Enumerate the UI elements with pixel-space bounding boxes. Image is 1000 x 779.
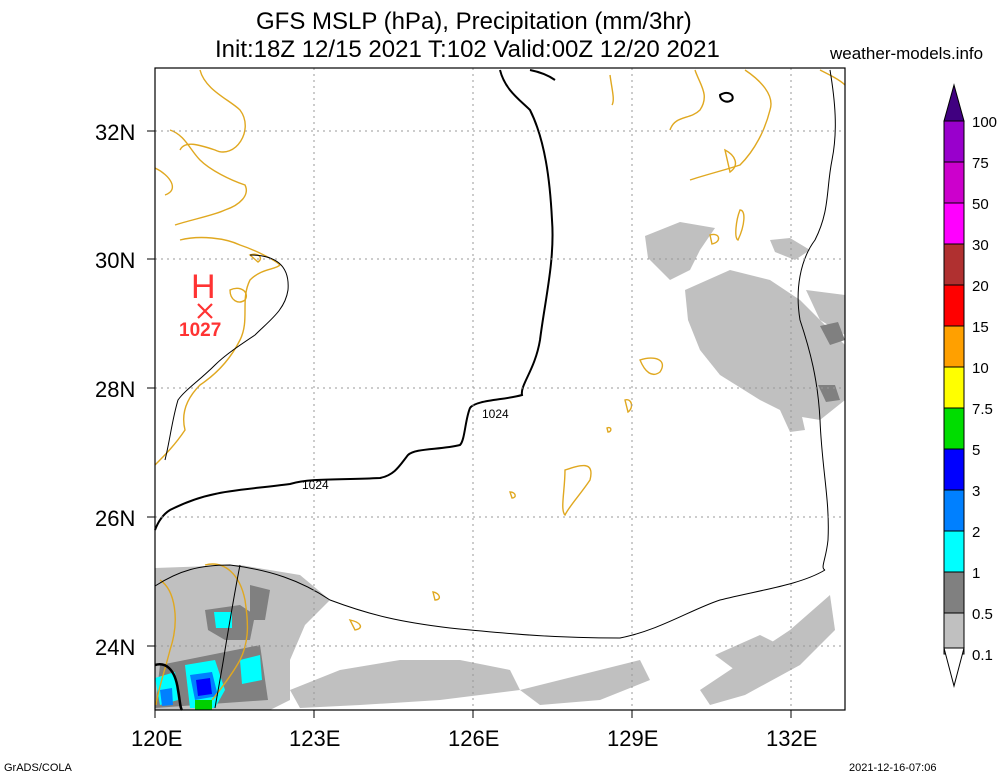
colorbar-box-7 xyxy=(943,407,965,450)
lon-label-132e: 132E xyxy=(766,726,817,751)
lon-label-123e: 123E xyxy=(289,726,340,751)
colorbar-label-0-5: 0.5 xyxy=(972,606,993,623)
title-line1: GFS MSLP (hPa), Precipitation (mm/3hr) xyxy=(256,8,692,35)
colorbar-box-2 xyxy=(943,202,965,245)
colorbar-label-50: 50 xyxy=(972,196,989,213)
map-frame xyxy=(154,67,846,711)
high-center-cross xyxy=(197,303,213,319)
colorbar-box-1 xyxy=(943,161,965,204)
colorbar-box-10 xyxy=(943,530,965,573)
colorbar-box-5 xyxy=(943,325,965,368)
colorbar-boxes xyxy=(943,120,965,655)
colorbar-box-9 xyxy=(943,489,965,532)
footer-left: GrADS/COLA xyxy=(4,762,72,774)
site-label: weather-models.info xyxy=(830,44,984,63)
colorbar-label-15: 15 xyxy=(972,319,989,336)
coastlines xyxy=(154,69,846,706)
colorbar-label-30: 30 xyxy=(972,237,989,254)
tick-marks xyxy=(147,130,792,718)
colorbar-label-10: 10 xyxy=(972,360,989,377)
high-pressure-marker: H 1027 xyxy=(179,268,221,341)
colorbar-top-arrow xyxy=(943,83,965,122)
colorbar-box-4 xyxy=(943,284,965,327)
colorbar-label-2: 2 xyxy=(972,524,980,541)
precip-light xyxy=(155,222,845,710)
colorbar-bottom-arrow xyxy=(943,647,965,688)
lat-label-32n: 32N xyxy=(95,120,135,145)
lat-label-30n: 30N xyxy=(95,248,135,273)
lat-label-26n: 26N xyxy=(95,506,135,531)
colorbar-label-1: 1 xyxy=(972,565,980,582)
colorbar-box-11 xyxy=(943,571,965,614)
isobar-label-2: 1024 xyxy=(302,478,329,492)
colorbar-label-7-5: 7.5 xyxy=(972,401,993,418)
colorbar: 100 75 50 30 20 15 10 7.5 5 3 2 1 0.5 0.… xyxy=(943,83,997,688)
gridlines xyxy=(155,68,845,710)
lon-label-126e: 126E xyxy=(448,726,499,751)
high-pressure-value: 1027 xyxy=(179,320,221,341)
high-symbol: H xyxy=(191,268,216,306)
lon-label-129e: 129E xyxy=(607,726,658,751)
footer-right: 2021-12-16-07:06 xyxy=(849,762,937,774)
colorbar-label-5: 5 xyxy=(972,442,980,459)
colorbar-box-0 xyxy=(943,120,965,163)
lat-label-28n: 28N xyxy=(95,377,135,402)
colorbar-label-0-1: 0.1 xyxy=(972,647,993,664)
colorbar-label-3: 3 xyxy=(972,483,980,500)
title-line2: Init:18Z 12/15 2021 T:102 Valid:00Z 12/2… xyxy=(215,36,720,63)
lon-label-120e: 120E xyxy=(131,726,182,751)
colorbar-box-6 xyxy=(943,366,965,409)
colorbar-label-100: 100 xyxy=(972,114,997,131)
colorbar-box-3 xyxy=(943,243,965,286)
lat-label-24n: 24N xyxy=(95,635,135,660)
isobar-label-1: 1024 xyxy=(482,407,509,421)
isobars xyxy=(154,69,836,711)
colorbar-label-75: 75 xyxy=(972,155,989,172)
colorbar-label-20: 20 xyxy=(972,278,989,295)
colorbar-box-8 xyxy=(943,448,965,491)
